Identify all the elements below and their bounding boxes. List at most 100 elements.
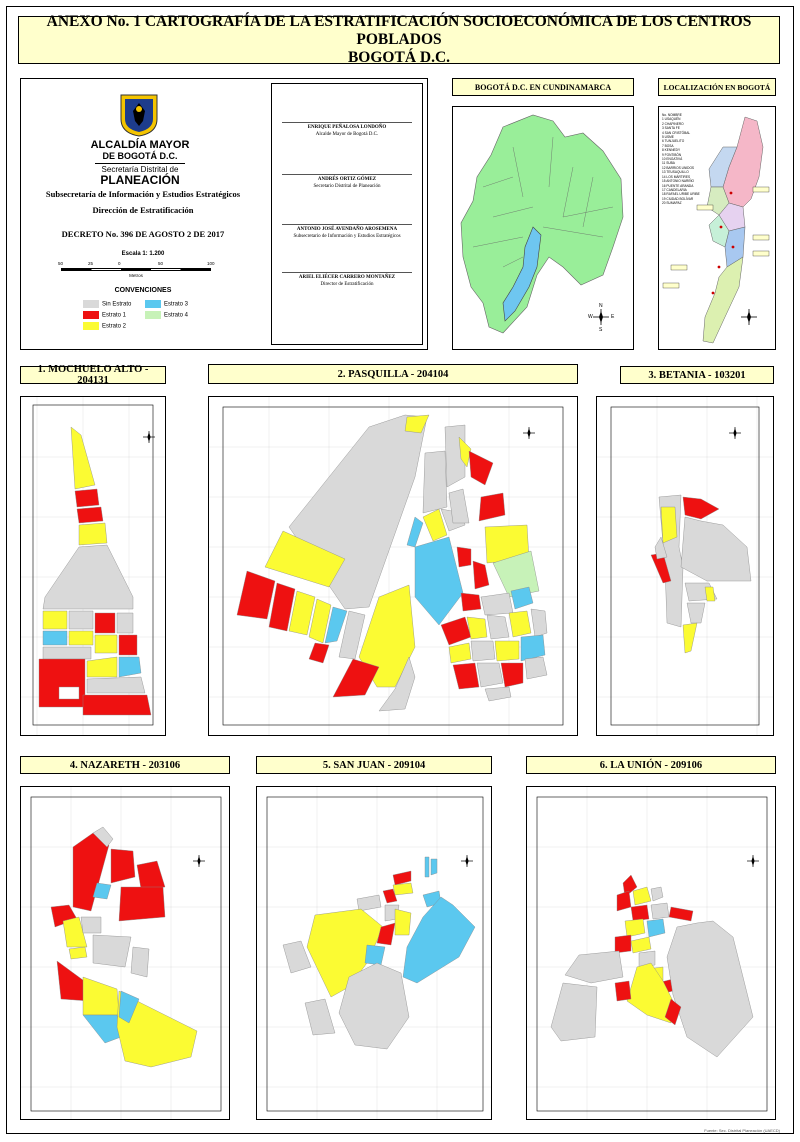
scale-tick: 25: [88, 261, 94, 266]
panel-title-mochuelo: 1. MOCHUELO ALTO - 204131: [20, 364, 166, 386]
subsecretaria-text: Subsecretaría de Información y Estudios …: [45, 189, 241, 199]
compass-n: N: [599, 303, 603, 309]
compass-w: W: [588, 314, 593, 320]
logo-line4: PLANEACIÓN: [100, 173, 180, 187]
map-la-union: [526, 786, 776, 1120]
scale-tick: 0: [118, 261, 121, 266]
legend-item-estrato-4: Estrato 4: [145, 311, 188, 319]
title-line2: BOGOTÁ D.C.: [347, 49, 451, 66]
localidad-item: 14 LOS MÁRTIRES: [662, 174, 691, 179]
localidad-item: 15 ANTONIO NARIÑO: [662, 179, 695, 184]
decreto-text: DECRETO No. 396 DE AGOSTO 2 DE 2017: [61, 229, 225, 239]
signature-role: Alcalde Mayor de Bogotá D.C.: [315, 132, 379, 137]
legend-label: Estrato 2: [102, 323, 127, 330]
logo-line2: DE BOGOTÁ D.C.: [102, 151, 178, 161]
localidad-item: 8 KENNEDY: [662, 148, 681, 153]
localidades-header: No. NOMBRE: [662, 113, 700, 117]
compass-icon: [193, 855, 205, 867]
signature-1: ENRIQUE PEÑALOSA LONDOÑO Alcalde Mayor d…: [282, 122, 412, 137]
legend-label: Estrato 3: [164, 301, 189, 308]
scale-text: Escala 1: 1.200: [121, 251, 165, 257]
compass-icon: [741, 309, 757, 325]
scale-tick: 100: [207, 261, 215, 266]
info-panel: ALCALDÍA MAYOR DE BOGOTÁ D.C. Secretaría…: [20, 78, 428, 350]
logo-line1: ALCALDÍA MAYOR: [90, 139, 190, 151]
scale-bar: 50 25 0 50 100 Metros: [58, 261, 215, 283]
localidad-item: 13 TEUSAQUILLO: [662, 170, 689, 175]
localidad-item: 17 CANDELARIA: [662, 187, 687, 192]
localidad-item: 11 SUBA: [662, 161, 675, 166]
localidad-item: 10 ENGATIVÁ: [662, 157, 683, 162]
scale-tick: 50: [158, 261, 164, 266]
legend: Sin Estrato Estrato 3 Estrato 1 Estrato …: [83, 300, 263, 340]
signature-name: ENRIQUE PEÑALOSA LONDOÑO: [307, 125, 387, 130]
map-san-juan: [256, 786, 492, 1120]
localidad-item: 19 CIUDAD BOLÍVAR: [662, 196, 694, 201]
signature-name: ANDRÉS ORTIZ GÓMEZ: [317, 177, 377, 182]
compass-icon: [747, 855, 759, 867]
map-betania-svg: [597, 397, 773, 735]
localizacion-map: No. NOMBRE 1 USAQUÉN 2 CHAPINERO 3 SANTA F…: [658, 106, 776, 350]
localidades-list: No. NOMBRE 1 USAQUÉN 2 CHAPINERO 3 SANTA F…: [662, 113, 700, 206]
bogota-shield-icon: [120, 94, 158, 137]
convenciones-title: CONVENCIONES: [114, 287, 172, 294]
signature-role: Subsecretario de Información y Estudios …: [293, 234, 401, 239]
signature-3: ANTONIO JOSÉ AVENDAÑO AROSEMENA Subsecre…: [282, 224, 412, 239]
signature-name: ARIEL ELIÉCER CARRERO MONTAÑEZ: [298, 275, 396, 280]
cundinamarca-title: BOGOTÁ D.C. EN CUNDINAMARCA: [452, 78, 634, 96]
signature-role: Secretario Distrital de Planeación: [313, 184, 381, 189]
localidad-item: 20 SUMAPAZ: [662, 201, 682, 206]
map-betania: [596, 396, 774, 736]
compass-icon: [143, 431, 155, 443]
map-pasquilla: [208, 396, 578, 736]
footer-credit: Fuente: Sec. Distrital Planeación (UAECD…: [704, 1128, 780, 1133]
map-pasquilla-svg: [209, 397, 577, 735]
legend-item-estrato-2: Estrato 2: [83, 322, 126, 330]
map-nazareth-svg: [21, 787, 229, 1119]
localidad-item: 16 PUENTE ARANDA: [662, 183, 694, 188]
localidad-item: 3 SANTA FE: [662, 126, 680, 131]
localidades-header-no: No.: [662, 113, 667, 117]
map-la-union-svg: [527, 787, 775, 1119]
panel-title-la-union: 6. LA UNIÓN - 209106: [526, 756, 776, 774]
legend-item-estrato-1: Estrato 1: [83, 311, 126, 319]
signature-role: Director de Estratificación: [320, 282, 374, 287]
localidad-item: 7 BOSA: [662, 143, 674, 148]
signature-2: ANDRÉS ORTIZ GÓMEZ Secretario Distrital …: [282, 174, 412, 189]
compass-icon: [523, 427, 535, 439]
localizacion-title: LOCALIZACIÓN EN BOGOTÁ: [658, 78, 776, 96]
signature-name: ANTONIO JOSÉ AVENDAÑO AROSEMENA: [296, 227, 398, 232]
legend-item-estrato-3: Estrato 3: [145, 300, 188, 308]
map-mochuelo: [20, 396, 166, 736]
localidad-item: 5 USME: [662, 135, 674, 140]
compass-icon: [461, 855, 473, 867]
direccion-text: Dirección de Estratificación: [92, 205, 194, 215]
map-nazareth: [20, 786, 230, 1120]
signature-4: ARIEL ELIÉCER CARRERO MONTAÑEZ Director …: [282, 272, 412, 287]
cundinamarca-map-svg: [460, 114, 624, 334]
compass-e: E: [611, 314, 615, 320]
panel-title-nazareth: 4. NAZARETH - 203106: [20, 756, 230, 774]
legend-label: Sin Estrato: [102, 301, 132, 308]
map-mochuelo-svg: [21, 397, 165, 735]
localidad-item: 18 RAFAEL URIBE URIBE: [662, 192, 700, 197]
localidad-item: 12 BARRIOS UNIDOS: [662, 165, 695, 170]
signatures-panel: ENRIQUE PEÑALOSA LONDOÑO Alcalde Mayor d…: [271, 83, 423, 345]
compass-icon: [593, 309, 609, 325]
localidades-header-nombre: NOMBRE: [667, 113, 682, 117]
localidad-item: 1 USAQUÉN: [662, 117, 681, 122]
localidad-item: 9 FONTIBÓN: [662, 152, 682, 157]
panel-title-betania: 3. BETANIA - 103201: [620, 366, 774, 384]
legend-item-sin-estrato: Sin Estrato: [83, 300, 131, 308]
localidad-item: 2 CHAPINERO: [662, 121, 684, 126]
localidad-item: 4 SAN CRISTÓBAL: [662, 130, 691, 135]
compass-s: S: [599, 327, 603, 333]
legend-label: Estrato 4: [164, 312, 189, 319]
scale-unit: Metros: [129, 273, 143, 278]
map-san-juan-svg: [257, 787, 491, 1119]
localidad-item: 6 TUNJUELITO: [662, 139, 685, 144]
cundinamarca-map: N S W E: [452, 106, 634, 350]
logo-line3: Secretaría Distrital de: [95, 163, 185, 174]
poster-title: ANEXO No. 1 CARTOGRAFÍA DE LA ESTRATIFIC…: [18, 13, 780, 66]
title-line1: ANEXO No. 1 CARTOGRAFÍA DE LA ESTRATIFIC…: [46, 13, 752, 48]
